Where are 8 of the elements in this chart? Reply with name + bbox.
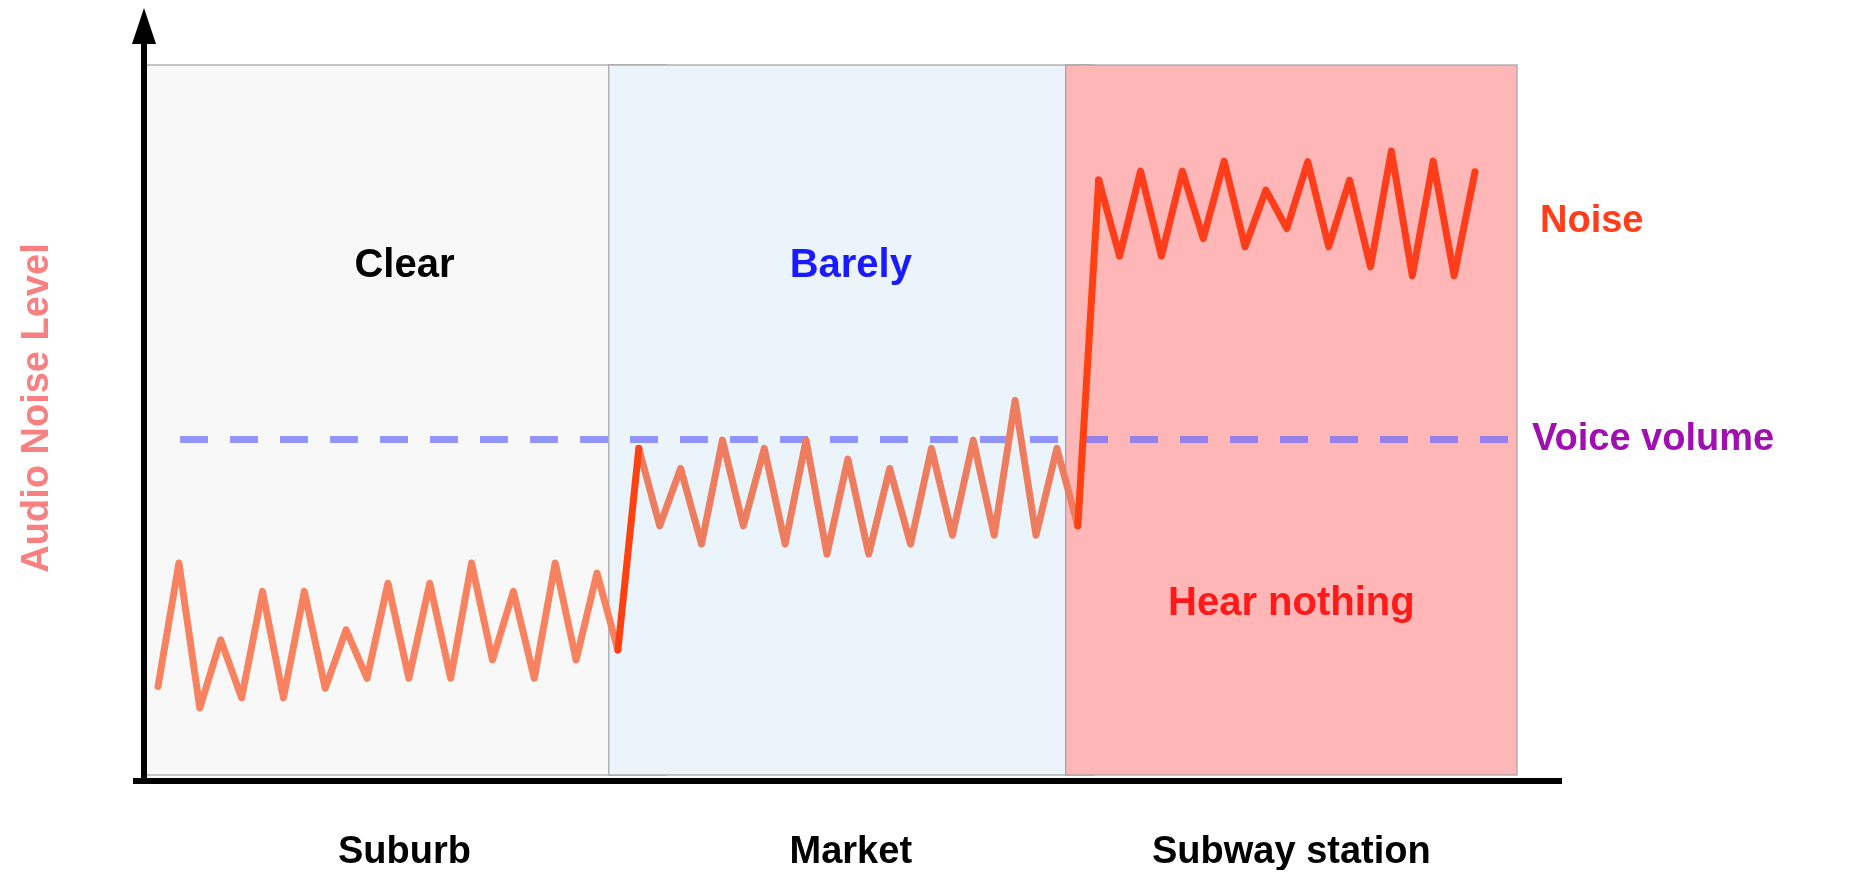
annotation: Clear <box>354 240 455 285</box>
annotation: Hear nothing <box>1168 578 1415 623</box>
text: Market <box>789 829 913 872</box>
text: Suburb <box>337 829 471 872</box>
annotation: Barely <box>789 240 913 285</box>
series-label: Noise <box>1540 198 1644 241</box>
y-axis-title: Audio Noise Level <box>14 243 57 573</box>
ref-line-label: Voice volume <box>1532 415 1775 458</box>
